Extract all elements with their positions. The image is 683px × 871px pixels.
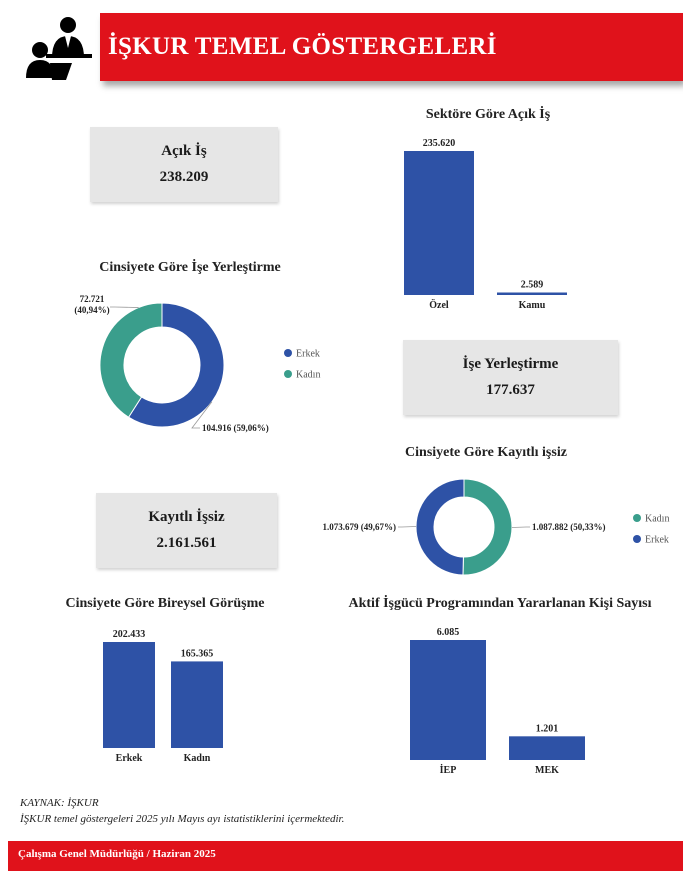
slice	[127, 302, 225, 428]
kpi-value: 177.637	[486, 382, 535, 398]
legend-label: Kadın	[645, 514, 669, 525]
legend-marker	[284, 349, 292, 357]
kpi-value: 238.209	[159, 169, 209, 185]
bar	[497, 292, 567, 295]
chart-title-yerlestirme: Cinsiyete Göre İşe Yerleştirme	[99, 260, 281, 275]
source-note: İŞKUR temel göstergeleri 2025 yılı Mayıs…	[20, 813, 345, 825]
data-label: 1.201	[536, 723, 559, 734]
bar-chart-gorusme: 202.433 Erkek 165.365 Kadın	[103, 629, 223, 764]
leader-line	[191, 401, 213, 429]
source-label: KAYNAK: İŞKUR	[20, 797, 99, 809]
bar	[410, 640, 486, 760]
legend-marker	[633, 514, 641, 522]
data-label: 1.073.679 (49,67%)	[323, 522, 397, 532]
footer-bar: Çalışma Genel Müdürlüğü / Haziran 2025	[8, 841, 683, 871]
legend-marker	[633, 535, 641, 543]
category-label: Özel	[429, 298, 449, 311]
data-label: (40,94%)	[74, 305, 109, 315]
kpi-ise-yerlestirme: İşe Yerleştirme 177.637	[403, 340, 618, 415]
bar	[509, 736, 585, 760]
category-label: MEK	[535, 765, 559, 776]
bar-chart-sektor: 235.620 Özel 2.589 Kamu	[404, 138, 567, 311]
kpi-acik-is: Açık İş 238.209	[90, 127, 278, 202]
legend-marker	[284, 370, 292, 378]
kpi-value: 2.161.561	[156, 535, 217, 551]
chart-title-aktif-isgucu: Aktif İşgücü Programından Yararlanan Kiş…	[348, 596, 652, 611]
data-label: 72.721	[80, 294, 105, 304]
data-label: 6.085	[437, 627, 460, 638]
slice	[415, 478, 465, 576]
kpi-label: Kayıtlı İşsiz	[148, 509, 225, 525]
legend-label: Erkek	[296, 349, 320, 360]
people-icon	[24, 14, 92, 82]
header-banner: İŞKUR TEMEL GÖSTERGELERİ	[100, 13, 683, 81]
data-label: 202.433	[113, 629, 146, 640]
bar	[103, 642, 155, 748]
data-label: 2.589	[521, 280, 544, 291]
chart-title-gorusme: Cinsiyete Göre Bireysel Görüşme	[65, 596, 265, 611]
kpi-label: Açık İş	[161, 143, 207, 159]
legend-label: Kadın	[296, 370, 320, 381]
legend-label: Erkek	[645, 535, 669, 546]
page-title: İŞKUR TEMEL GÖSTERGELERİ	[108, 33, 497, 60]
slice	[99, 302, 163, 418]
kpi-label: İşe Yerleştirme	[462, 356, 559, 372]
donut-chart-kayitli-issiz: 1.087.882 (50,33%) 1.073.679 (49,67%) Kadı…	[323, 478, 669, 576]
category-label: İEP	[440, 764, 457, 776]
slice	[462, 478, 513, 576]
chart-title-kayitli-issiz: Cinsiyete Göre Kayıtlı işsiz	[405, 445, 567, 460]
category-label: Erkek	[116, 753, 143, 764]
chart-title-sektor: Sektöre Göre Açık İş	[425, 107, 551, 122]
data-label: 1.087.882 (50,33%)	[532, 522, 606, 532]
data-label: 165.365	[181, 648, 214, 659]
category-label: Kamu	[519, 300, 546, 311]
data-label: 104.916 (59,06%)	[202, 423, 269, 433]
bar	[404, 151, 474, 295]
data-label: 235.620	[423, 138, 456, 149]
category-label: Kadın	[184, 753, 211, 764]
kpi-kayitli-issiz: Kayıtlı İşsiz 2.161.561	[96, 493, 277, 568]
footer-text: Çalışma Genel Müdürlüğü / Haziran 2025	[18, 848, 216, 860]
bar	[171, 661, 223, 748]
donut-chart-yerlestirme: 104.916 (59,06%) 72.721(40,94%) Erkek Kadın	[74, 294, 320, 433]
bar-chart-aktif-isgucu: 6.085 İEP 1.201 MEK	[410, 627, 585, 776]
leader-line	[110, 306, 139, 308]
